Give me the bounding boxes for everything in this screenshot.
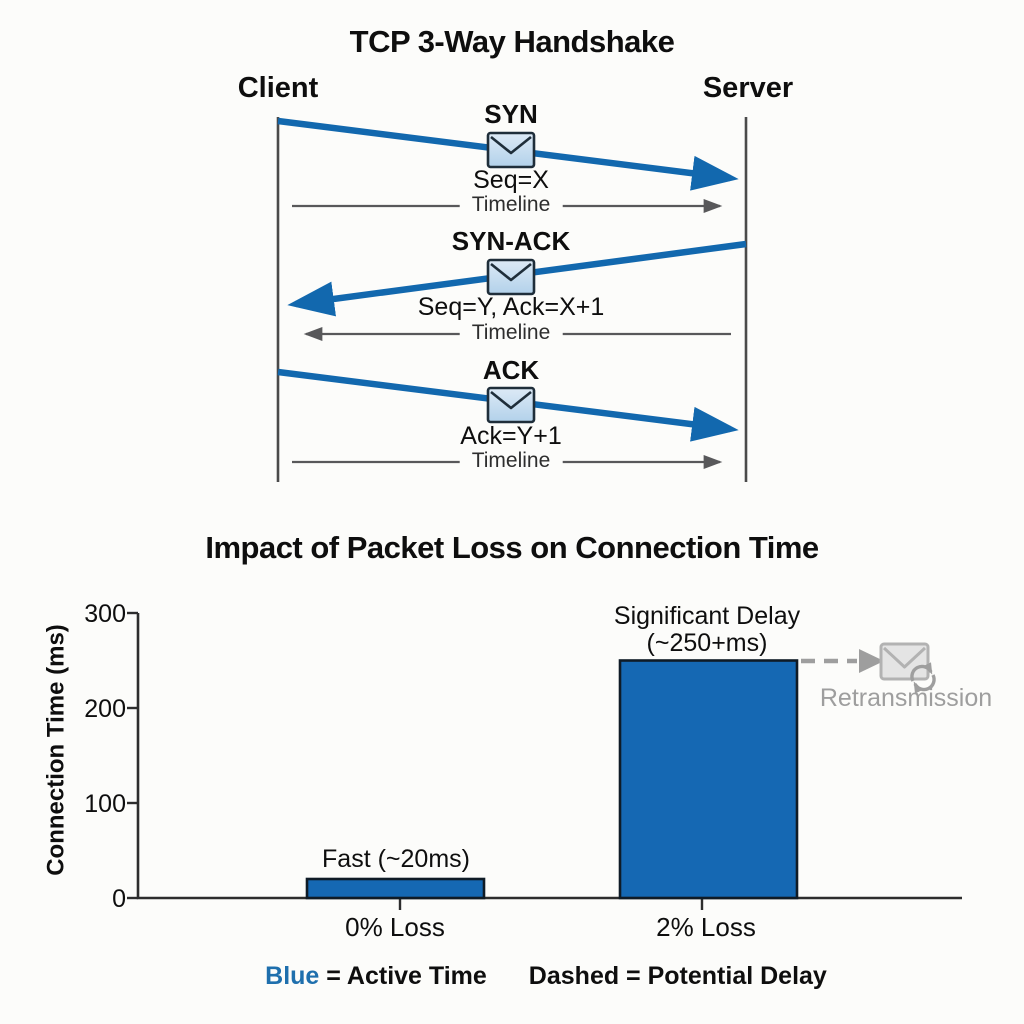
y-tick-0: 0	[112, 885, 126, 913]
retransmission-label: Retransmission	[819, 684, 993, 712]
bar-0-percent-loss	[305, 877, 486, 900]
bar2-annotation-line1: Significant Delay	[613, 602, 801, 630]
retry-refresh-icon	[910, 662, 936, 694]
legend-blue-word: Blue	[265, 962, 320, 990]
bar2-annotation-line2: (~250+ms)	[646, 629, 768, 657]
syn-ack-label: SYN-ACK	[451, 226, 571, 256]
timeline-label-3: Timeline	[459, 449, 563, 473]
legend-active-time: Blue = Active Time	[265, 962, 487, 990]
ack-envelope-icon	[486, 386, 536, 424]
syn-label: SYN	[484, 99, 538, 129]
syn-ack-envelope-icon	[486, 258, 536, 296]
server-label: Server	[702, 72, 794, 104]
syn-envelope-icon	[486, 131, 536, 169]
syn-detail: Seq=X	[473, 166, 549, 194]
x-tick-2-percent-loss: 2% Loss	[656, 912, 756, 942]
retransmission-envelope-icon	[879, 642, 930, 681]
syn-ack-detail: Seq=Y, Ack=X+1	[417, 293, 605, 321]
y-tick-300: 300	[84, 600, 126, 628]
ack-label: ACK	[482, 355, 540, 385]
y-axis-label: Connection Time (ms)	[42, 624, 70, 876]
y-tick-200: 200	[84, 695, 126, 723]
retransmission-arrowhead	[859, 649, 884, 673]
chart-title: Impact of Packet Loss on Connection Time	[205, 530, 819, 565]
chart-axes	[136, 613, 962, 900]
timeline-label-2: Timeline	[459, 321, 563, 345]
bar-2-percent-loss	[618, 659, 799, 900]
timeline-label-1: Timeline	[459, 193, 563, 217]
diagram-title: TCP 3-Way Handshake	[349, 24, 675, 59]
client-label: Client	[237, 72, 319, 104]
legend-potential-delay: Dashed = Potential Delay	[528, 962, 827, 990]
x-tick-0-percent-loss: 0% Loss	[345, 912, 445, 942]
y-tick-100: 100	[84, 790, 126, 818]
legend-blue-rest: = Active Time	[319, 962, 487, 990]
axis-ticks	[127, 611, 704, 910]
ack-detail: Ack=Y+1	[460, 422, 562, 450]
bar1-annotation: Fast (~20ms)	[322, 845, 470, 873]
chart-legend: Blue = Active Time Dashed = Potential De…	[265, 962, 827, 990]
